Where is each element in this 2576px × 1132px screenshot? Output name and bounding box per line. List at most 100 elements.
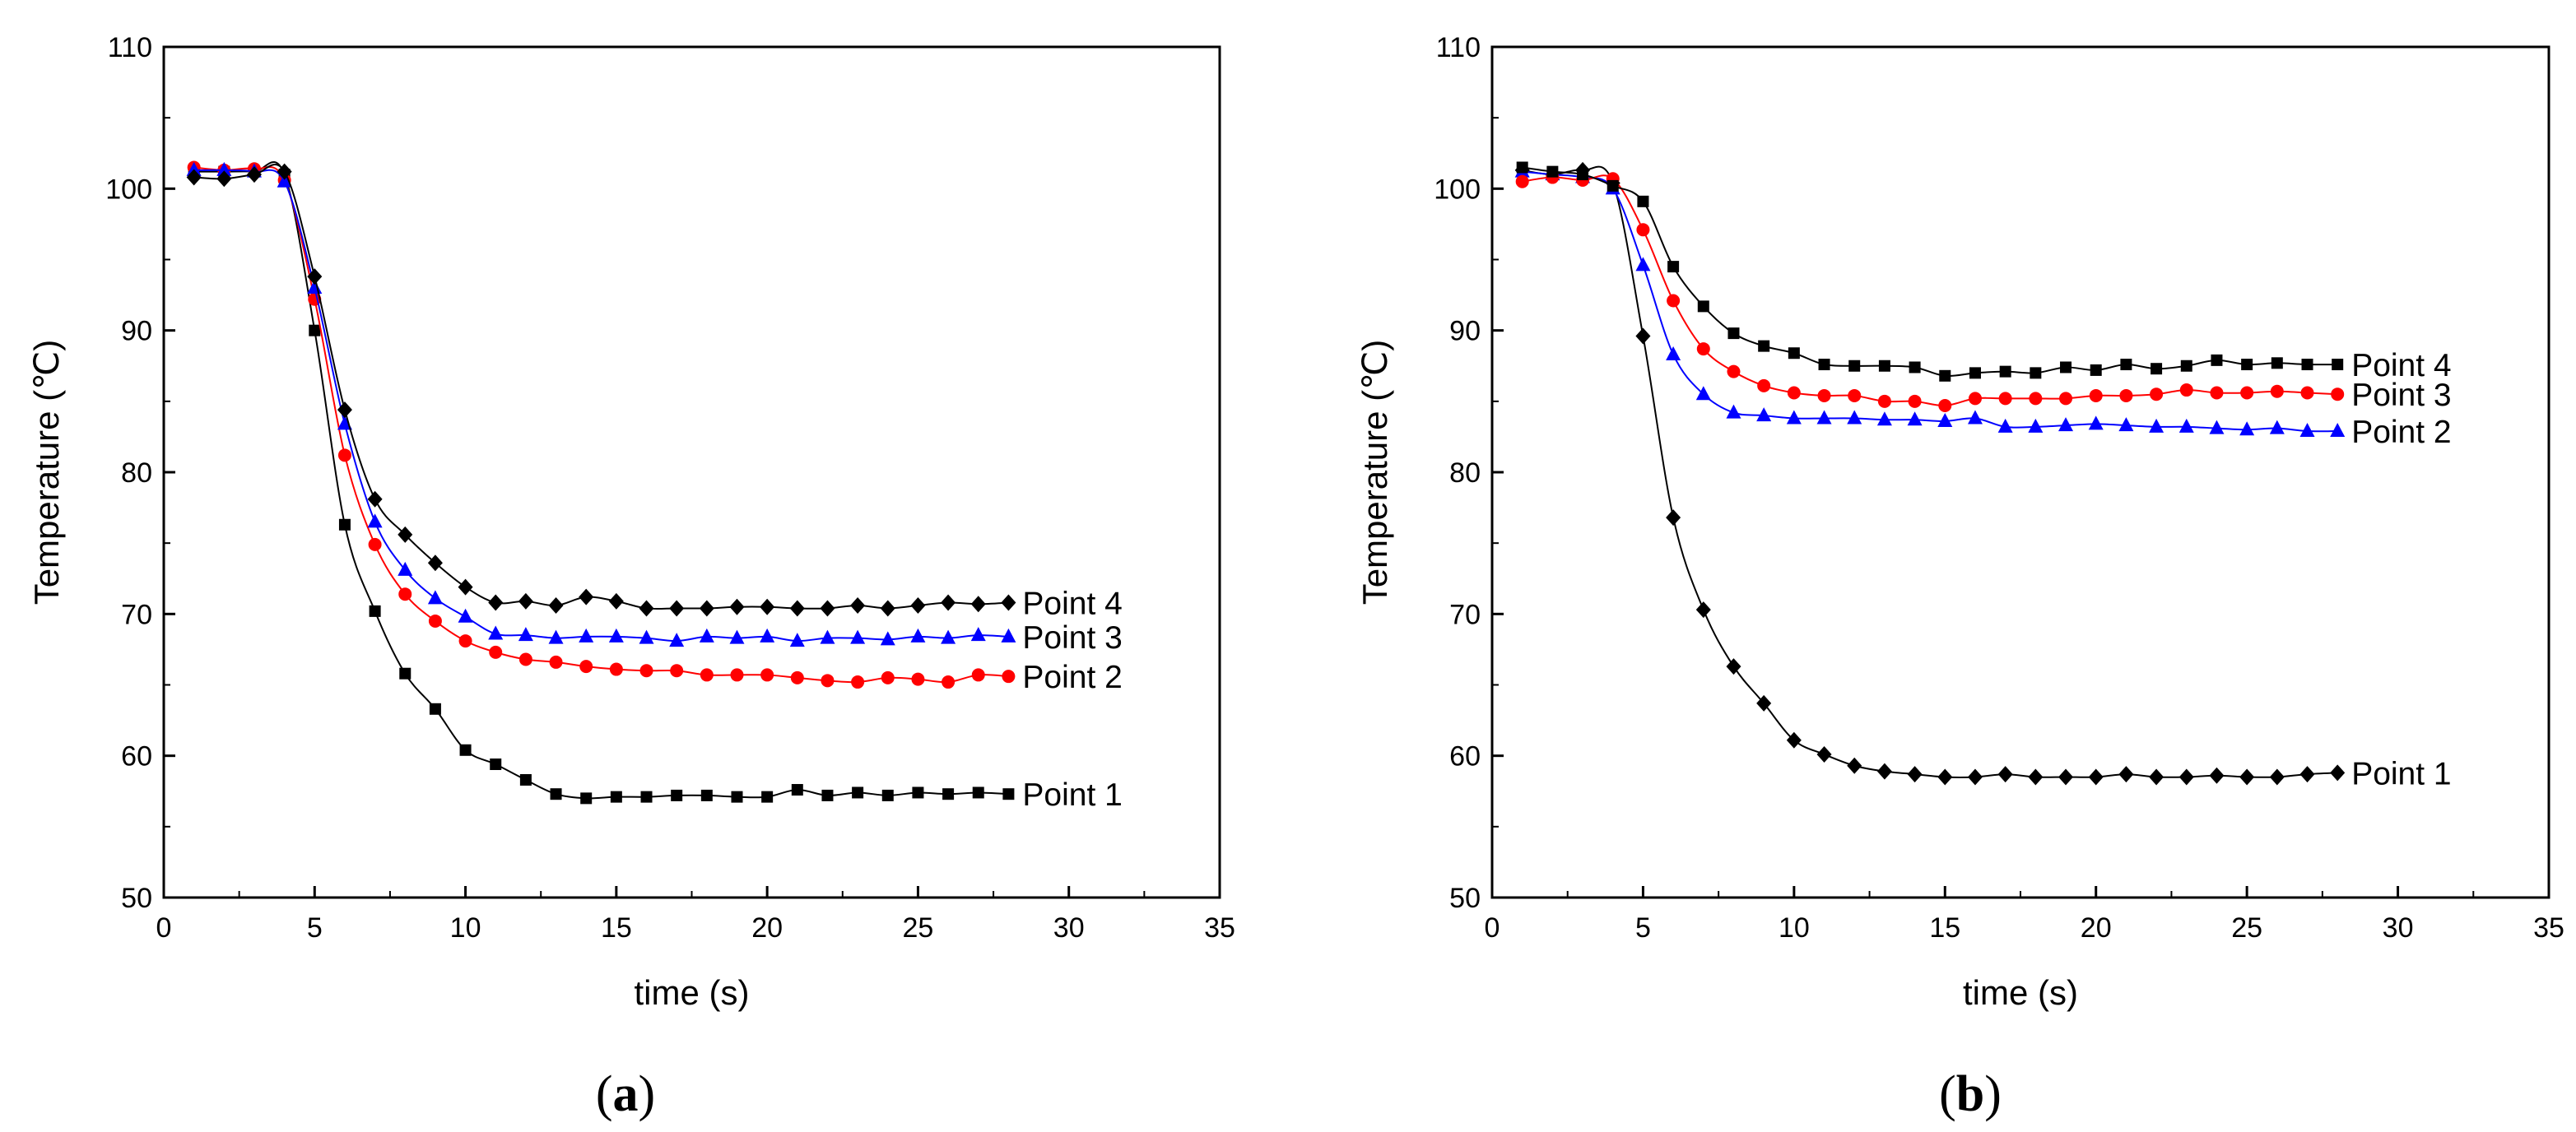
data-point: [1635, 257, 1651, 271]
data-point: [851, 675, 865, 689]
data-point: [518, 652, 532, 666]
data-point: [337, 448, 351, 462]
data-point: [2179, 383, 2193, 397]
data-point: [2120, 359, 2132, 371]
data-point: [2270, 384, 2284, 398]
data-point: [1847, 410, 1862, 424]
data-point: [790, 670, 804, 684]
y-tick-label: 60: [1449, 741, 1481, 772]
data-point: [367, 490, 383, 508]
data-point: [2299, 423, 2315, 438]
data-point: [277, 173, 292, 188]
data-point: [2209, 420, 2225, 434]
data-point: [789, 600, 805, 617]
data-point: [337, 401, 352, 419]
data-point: [2030, 367, 2042, 379]
data-point: [549, 655, 563, 669]
data-point: [1907, 766, 1923, 783]
data-point: [399, 667, 412, 680]
x-tick-label: 5: [307, 912, 323, 944]
data-point: [761, 791, 774, 803]
data-point: [731, 791, 743, 803]
data-point: [2209, 767, 2225, 784]
series-line: [193, 161, 1009, 800]
data-point: [881, 789, 894, 801]
data-point: [1002, 788, 1015, 800]
series-line: [193, 164, 1009, 610]
data-point: [216, 170, 232, 188]
x-tick-label: 0: [156, 912, 172, 944]
data-point: [2090, 364, 2102, 376]
data-point: [1607, 179, 1619, 192]
data-point: [941, 594, 956, 611]
data-point: [850, 596, 866, 614]
data-point: [1937, 412, 1953, 427]
data-point: [610, 791, 622, 803]
series-line: [1522, 166, 2338, 378]
data-point: [1997, 418, 2013, 433]
data-point: [670, 664, 684, 678]
data-point: [972, 786, 984, 799]
data-point: [821, 789, 834, 801]
data-point: [429, 703, 441, 715]
data-point: [309, 324, 321, 336]
series-line: [193, 169, 1009, 643]
data-point: [369, 605, 381, 617]
data-point: [186, 161, 202, 176]
y-tick-label: 100: [105, 174, 152, 205]
x-tick-label: 35: [2533, 912, 2564, 944]
data-point: [1847, 757, 1862, 774]
data-point: [548, 629, 564, 644]
data-point: [880, 631, 895, 646]
data-point: [1848, 388, 1862, 402]
data-point: [398, 587, 412, 601]
data-point: [970, 596, 986, 613]
data-point: [1726, 658, 1741, 675]
data-point: [1787, 386, 1801, 400]
data-point: [1876, 763, 1892, 780]
data-point: [2058, 417, 2074, 432]
panel-label-letter: a: [613, 1066, 639, 1122]
data-point: [1939, 369, 1951, 382]
data-point: [548, 596, 564, 614]
data-point: [2300, 386, 2314, 400]
panel-a: 0 5 10 15 20 25 30 35 50 60 70 80 90 100 110 time (s) Te…: [27, 32, 1235, 1122]
data-point: [608, 628, 624, 643]
data-point: [699, 628, 714, 643]
data-point: [1001, 594, 1016, 611]
data-point: [1695, 386, 1711, 401]
data-point: [640, 791, 653, 803]
data-point: [1909, 361, 1921, 373]
data-point: [820, 600, 835, 617]
data-point: [789, 633, 805, 647]
data-point: [1938, 399, 1952, 413]
data-point: [1697, 300, 1709, 313]
data-point: [1878, 360, 1890, 372]
data-point: [821, 674, 835, 688]
data-point: [669, 633, 685, 647]
data-point: [910, 596, 926, 614]
data-point: [2060, 361, 2072, 373]
data-point: [1666, 346, 1681, 360]
data-point: [2088, 768, 2104, 786]
data-point: [428, 614, 442, 628]
data-point: [458, 634, 472, 648]
data-point: [912, 786, 924, 799]
panel-label-open: (: [1939, 1066, 1956, 1122]
y-tick-label: 100: [1434, 174, 1481, 205]
data-point: [2029, 392, 2043, 406]
series-point-3: Point 3: [186, 161, 1123, 656]
x-tick-label: 5: [1635, 912, 1651, 944]
data-point: [2331, 387, 2345, 401]
y-tick-label: 90: [1449, 316, 1481, 347]
data-point: [669, 600, 685, 617]
data-point: [277, 163, 292, 180]
data-point: [1818, 359, 1830, 371]
data-point: [550, 788, 562, 800]
data-point: [1848, 360, 1861, 372]
data-point: [699, 600, 714, 617]
data-point: [1515, 174, 1529, 188]
data-point: [2180, 360, 2192, 372]
x-tick-label: 10: [1779, 912, 1810, 944]
